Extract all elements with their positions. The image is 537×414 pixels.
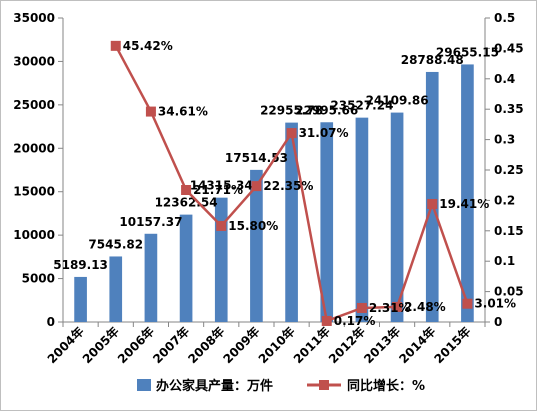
bar-value-label: 29655.15 <box>436 45 499 59</box>
bar <box>74 276 87 322</box>
x-tick-label: 2014年 <box>396 324 439 367</box>
growth-value-label: 31.07% <box>299 126 349 140</box>
legend: 办公家具产量：万件 同比增长：% <box>137 378 425 394</box>
y-right-tick-label: 0.5 <box>494 11 515 25</box>
x-tick-label: 2012年 <box>325 324 368 367</box>
x-tick-label: 2005年 <box>79 324 122 367</box>
y-right-tick-label: 0.3 <box>494 133 515 147</box>
bar <box>214 197 228 322</box>
y-left-tick-label: 0 <box>47 315 55 329</box>
growth-value-label: 15.80% <box>228 219 278 233</box>
legend-marker-swatch <box>319 380 329 390</box>
growth-value-label: 2.48% <box>404 300 446 314</box>
y-right-tick-label: 0 <box>494 315 502 329</box>
y-left-tick-label: 25000 <box>13 98 55 112</box>
bar <box>109 256 123 322</box>
plot-area: 0 5000 10000 15000 20000 25000 30000 35000 0 0.05… <box>13 11 523 366</box>
bar <box>250 169 263 322</box>
bar-value-label: 22995.66 <box>295 103 358 117</box>
growth-value-label: 3.01% <box>474 297 516 311</box>
growth-point <box>251 181 262 192</box>
growth-point <box>181 185 192 196</box>
growth-value-label: 22.35% <box>263 179 313 193</box>
bar-value-label: 10157.37 <box>119 215 182 229</box>
bar-value-label: 12362.54 <box>155 196 218 210</box>
bar <box>390 112 404 322</box>
bar <box>144 233 158 322</box>
y-right-tick-label: 0.05 <box>494 285 524 299</box>
y-left-tick-label: 30000 <box>13 54 55 68</box>
y-right-tick-label: 0.45 <box>494 41 524 55</box>
growth-value-label: 19.41% <box>439 197 489 211</box>
bar-value-label: 14315.34 <box>190 179 253 193</box>
y-left-tick-label: 35000 <box>13 11 55 25</box>
bar-value-label: 7545.82 <box>88 237 143 251</box>
x-tick-label: 2010年 <box>255 324 298 367</box>
growth-point <box>427 198 438 209</box>
x-tick-label: 2007年 <box>149 324 192 367</box>
x-tick-label: 2013年 <box>360 324 403 367</box>
x-tick-label: 2006年 <box>114 324 157 367</box>
y-right-tick-label: 0.4 <box>494 72 515 86</box>
growth-value-label: 45.42% <box>123 39 173 53</box>
y-right-tick-label: 0.1 <box>494 254 515 268</box>
legend-label-bar: 办公家具产量：万件 <box>156 378 273 394</box>
growth-point <box>216 220 227 231</box>
growth-point <box>145 106 156 117</box>
growth-value-label: 2.31% <box>369 301 411 315</box>
x-tick-label: 2009年 <box>220 324 263 367</box>
legend-swatch-bar <box>137 379 151 391</box>
bar-value-label: 23527.24 <box>330 99 393 113</box>
x-tick-label: 2011年 <box>290 324 333 367</box>
bar <box>320 122 334 322</box>
y-right-tick-label: 0.25 <box>494 163 524 177</box>
bar <box>425 71 439 323</box>
growth-point <box>286 128 297 139</box>
x-tick-label: 2015年 <box>431 324 474 367</box>
bar-value-label: 22955.78 <box>260 104 323 118</box>
bar-value-label: 24109.86 <box>366 94 429 108</box>
growth-value-label: 34.61% <box>158 105 208 119</box>
bar <box>285 122 298 322</box>
growth-value-label: 21.71% <box>193 183 243 197</box>
y-left-tick-label: 15000 <box>13 185 55 199</box>
x-tick-label: 2004年 <box>44 324 87 367</box>
legend-label-line: 同比增长：% <box>347 378 425 394</box>
growth-value-label: 0.17% <box>334 314 376 328</box>
growth-point <box>462 298 473 309</box>
y-left-tick-label: 5000 <box>22 272 55 286</box>
y-right-tick-label: 0.35 <box>494 102 524 116</box>
bar <box>179 214 193 322</box>
x-tick-label: 2008年 <box>185 324 228 367</box>
bar-value-label: 28788.48 <box>401 53 464 67</box>
y-left-tick-label: 20000 <box>13 141 55 155</box>
growth-point <box>110 40 121 51</box>
y-right-tick-label: 0.2 <box>494 193 515 207</box>
y-right-tick-label: 0.15 <box>494 224 524 238</box>
bar <box>355 117 369 323</box>
growth-point <box>356 302 367 313</box>
bar-value-label: 5189.13 <box>53 258 108 272</box>
bar <box>461 64 474 323</box>
growth-point <box>392 301 403 312</box>
y-left-tick-label: 10000 <box>13 228 55 242</box>
growth-point <box>321 315 332 326</box>
